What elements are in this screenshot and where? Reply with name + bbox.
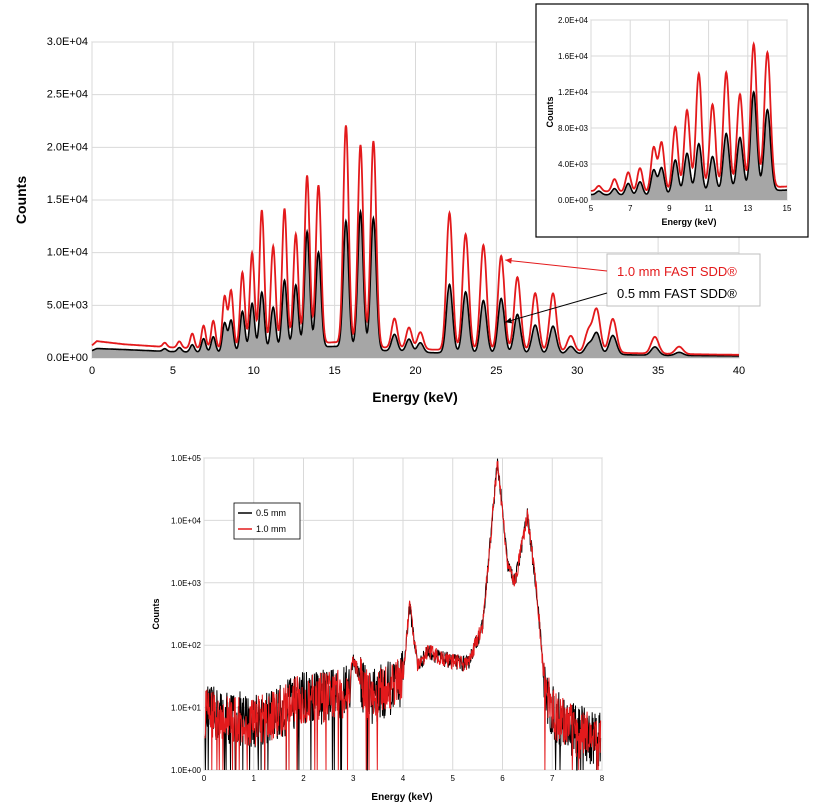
series-0.5mm-line: [91, 208, 739, 357]
series-1.0mm-line: [204, 460, 602, 771]
y-tick-label: 1.0E+03: [171, 579, 202, 588]
x-tick-label: 5: [170, 365, 176, 377]
y-tick-label: 1.2E+04: [558, 88, 589, 97]
annotation-label-0: 1.0 mm FAST SDD®: [617, 264, 737, 279]
annotation-arrow-1: [505, 292, 608, 323]
y-tick-label: 8.0E+03: [558, 124, 589, 133]
y-tick-label: 5.0E+03: [47, 299, 88, 311]
inset-series-lines: [590, 41, 787, 196]
x-tick-label: 30: [571, 365, 583, 377]
x-tick-label: 15: [783, 204, 792, 213]
main-annotations: 1.0 mm FAST SDD® 0.5 mm FAST SDD®: [505, 253, 761, 324]
annotation-arrowhead-0: [505, 257, 512, 264]
x-tick-label: 0: [89, 365, 95, 377]
y-tick-label: 1.6E+04: [558, 52, 589, 61]
annotation-arrowhead-1: [505, 317, 513, 324]
series-black-fill: [591, 92, 787, 200]
x-tick-label: 4: [401, 774, 406, 783]
x-tick-label: 6: [500, 774, 505, 783]
x-tick-label: 25: [490, 365, 502, 377]
x-tick-label: 35: [652, 365, 664, 377]
x-tick-label: 11: [704, 204, 713, 213]
x-tick-label: 7: [628, 204, 633, 213]
legend-label-0: 0.5 mm: [256, 508, 286, 518]
series-0.5mm-line: [591, 90, 787, 196]
inset-series-black-area: [591, 92, 787, 200]
annotation-box: [606, 253, 761, 307]
x-tick-label: 0: [202, 774, 207, 783]
y-tick-label: 1.0E+05: [171, 454, 202, 463]
x-tick-label: 40: [733, 365, 745, 377]
annotation-label-1: 0.5 mm FAST SDD®: [617, 286, 737, 301]
y-tick-label: 1.5E+04: [47, 194, 88, 206]
x-tick-label: 2: [301, 774, 306, 783]
x-tick-label: 10: [248, 365, 260, 377]
y-tick-label: 1.0E+01: [171, 704, 202, 713]
log-x-axis-label: Energy (keV): [371, 792, 432, 803]
legend-label-1: 1.0 mm: [256, 524, 286, 534]
x-tick-label: 7: [550, 774, 555, 783]
inset-y-ticks: 0.0E+00 4.0E+03 8.0E+03 1.2E+04 1.6E+04 2.0E+…: [558, 16, 589, 205]
y-tick-label: 2.5E+04: [47, 89, 88, 101]
y-tick-label: 3.0E+04: [47, 36, 88, 48]
log-grid: [203, 457, 603, 771]
y-tick-label: 0.0E+00: [47, 352, 88, 364]
series-1.0mm-line: [91, 125, 739, 356]
log-y-ticks: 1.0E+00 1.0E+01 1.0E+02 1.0E+03 1.0E+04 1.0E+…: [171, 454, 202, 775]
inset-y-axis-label: Counts: [545, 97, 555, 128]
x-tick-label: 20: [409, 365, 421, 377]
x-tick-label: 15: [329, 365, 341, 377]
y-tick-label: 1.0E+02: [171, 641, 202, 650]
y-tick-label: 1.0E+04: [47, 247, 88, 259]
log-series-lines: [204, 458, 602, 771]
inset-x-ticks: 5 7 9 11 13 15: [589, 204, 792, 213]
log-legend: 0.5 mm 1.0 mm: [233, 502, 301, 540]
log-y-axis-label: Counts: [151, 599, 161, 630]
x-tick-label: 9: [667, 204, 672, 213]
log-x-ticks: 0 1 2 3 4 5 6 7 8: [202, 774, 605, 783]
y-tick-label: 1.0E+00: [171, 766, 202, 775]
y-tick-label: 0.0E+00: [558, 196, 589, 205]
inset-x-axis-label: Energy (keV): [661, 217, 716, 227]
x-tick-label: 8: [600, 774, 605, 783]
x-tick-label: 5: [589, 204, 594, 213]
annotation-arrow-0: [505, 259, 608, 272]
y-tick-label: 4.0E+03: [558, 160, 589, 169]
main-x-ticks: 0 5 10 15 20 25 30 35 40: [89, 365, 745, 377]
x-tick-label: 5: [451, 774, 456, 783]
x-tick-label: 1: [252, 774, 257, 783]
y-tick-label: 1.0E+04: [171, 516, 202, 525]
main-y-axis-label: Counts: [13, 176, 29, 224]
y-tick-label: 2.0E+04: [558, 16, 589, 25]
x-tick-label: 13: [743, 204, 752, 213]
inset-chart: 5 7 9 11 13 15 0.0E+00 4.0E+03 8.0E+03 1.2E+04 1.…: [535, 3, 809, 238]
main-y-ticks: 0.0E+00 5.0E+03 1.0E+04 1.5E+04 2.0E+04 2.5E+…: [47, 36, 88, 364]
x-tick-label: 3: [351, 774, 356, 783]
main-x-axis-label: Energy (keV): [372, 389, 458, 405]
legend-box: [233, 502, 301, 540]
y-tick-label: 2.0E+04: [47, 141, 88, 153]
series-1.0mm-line: [590, 41, 787, 193]
main-series-lines: [91, 125, 739, 357]
